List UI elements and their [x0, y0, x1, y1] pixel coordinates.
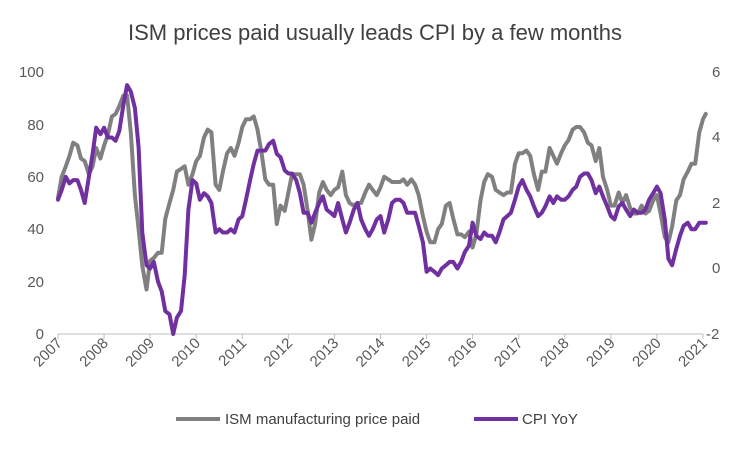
- legend-label-cpi: CPI YoY: [522, 411, 578, 428]
- y-right-tick-label: 2: [712, 195, 720, 212]
- x-tick-label: 2015: [399, 335, 435, 371]
- x-tick-label: 2010: [168, 335, 204, 371]
- series-line-cpi-yoy: [56, 83, 708, 336]
- series-layer: [56, 83, 708, 336]
- x-tick-label: 2012: [261, 335, 297, 371]
- y-right-tick-label: 0: [712, 260, 720, 277]
- y-left-tick-label: 0: [36, 326, 44, 343]
- y-left-tick-label: 60: [27, 169, 44, 186]
- x-tick-label: 2016: [445, 335, 481, 371]
- series-line-ism-prices-paid: [56, 93, 708, 292]
- x-axis-ticks: 2007 2008 2009 2010 2011 2012 2013 2014 2015 2016…: [30, 334, 711, 370]
- x-tick-label: 2013: [307, 335, 343, 371]
- y-left-tick-label: 100: [19, 64, 44, 81]
- right-axis-ticks: -2 0 2 4 6: [706, 64, 720, 343]
- x-tick-label: 2014: [353, 335, 389, 371]
- chart-title: ISM prices paid usually leads CPI by a f…: [128, 20, 622, 45]
- x-tick-label: 2018: [537, 335, 573, 371]
- y-left-tick-label: 80: [27, 117, 44, 134]
- x-tick-label: 2009: [122, 335, 158, 371]
- x-tick-label: 2020: [629, 335, 665, 371]
- x-tick-label: 2017: [491, 335, 527, 371]
- y-right-tick-label: 6: [712, 64, 720, 81]
- legend-label-ism: ISM manufacturing price paid: [225, 411, 420, 428]
- y-right-tick-label: 4: [712, 129, 720, 146]
- x-tick-label: 2008: [76, 335, 112, 371]
- x-tick-label: 2011: [215, 335, 250, 370]
- y-left-tick-label: 20: [27, 274, 44, 291]
- x-tick-label: 2019: [583, 335, 619, 371]
- legend: ISM manufacturing price paid CPI YoY: [176, 411, 578, 428]
- y-right-tick-label: -2: [706, 326, 719, 343]
- y-left-tick-label: 40: [27, 221, 44, 238]
- left-axis-ticks: 0 20 40 60 80 100: [19, 64, 44, 343]
